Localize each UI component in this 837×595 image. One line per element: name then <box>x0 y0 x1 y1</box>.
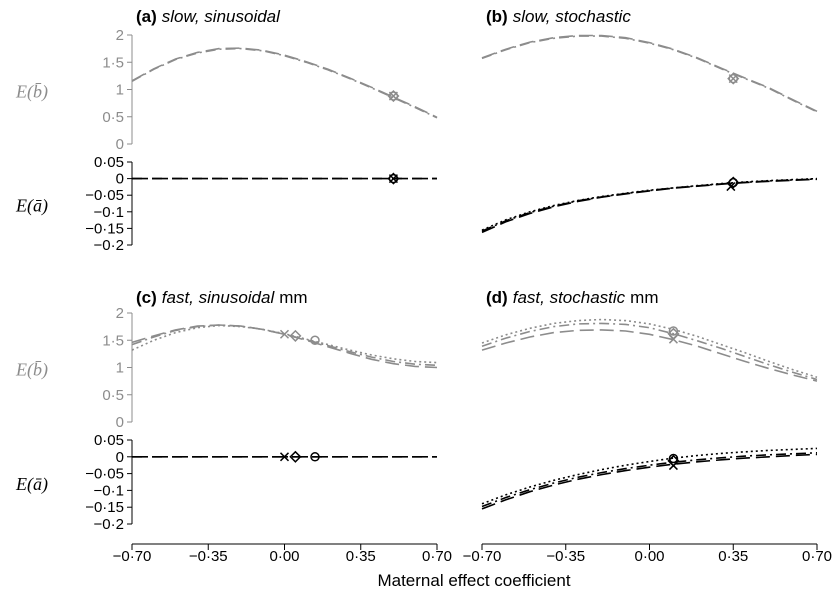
series-line-dashed <box>481 178 818 234</box>
series-line-dashdot <box>131 324 438 367</box>
x-tick-label: −0·35 <box>546 548 585 565</box>
series-line-dotted <box>131 324 438 364</box>
y-tick-label: −0·05 <box>85 187 124 204</box>
panel-title-suffix: mm <box>630 288 658 307</box>
panel-title: (a) slow, sinusoidal <box>136 7 281 26</box>
panel-title-text: fast, stochastic <box>513 288 626 307</box>
panel-1-top-plot <box>481 34 818 113</box>
marker-diamond <box>727 176 740 189</box>
x-tick-label: 0·00 <box>269 548 299 565</box>
x-tick-label: 0·35 <box>346 548 376 565</box>
marker-cross <box>668 461 678 471</box>
y-tick-label: 2 <box>116 27 124 44</box>
panel-1-bottom-plot <box>481 176 818 234</box>
panel-title: (b) slow, stochastic <box>486 7 631 26</box>
x-tick-label: 0·35 <box>718 548 748 565</box>
marker-cross <box>726 182 736 192</box>
y-tick-label: 0·05 <box>94 432 124 449</box>
marker-diamond <box>289 329 302 342</box>
series-line-dashdot <box>481 452 818 508</box>
y-tick-label: −0·05 <box>85 466 124 483</box>
y-axis-label: E(ā) <box>15 196 48 217</box>
panel-3-bottom-plot <box>481 447 818 510</box>
y-tick-label: −0·1 <box>94 482 124 499</box>
series-line-dashdot <box>481 178 818 232</box>
y-tick-label: −0·15 <box>85 220 124 237</box>
panel-label: (a) <box>136 7 157 26</box>
series-line-dashed <box>131 47 438 119</box>
series-line-dotted <box>481 318 818 379</box>
series-line-dashed <box>131 324 438 369</box>
y-axis-label: E(b̄) <box>15 82 48 103</box>
x-axis-label: Maternal effect coefficient <box>377 571 570 590</box>
marker-circle <box>310 335 320 345</box>
marker-cross <box>728 74 738 84</box>
marker-cross <box>388 91 398 101</box>
marker-cross <box>279 329 290 339</box>
y-tick-label: 1·5 <box>102 54 124 71</box>
y-tick-label: 0 <box>116 136 124 153</box>
series-line-dashed <box>481 34 818 113</box>
panel-2: (c) fast, sinusoidal mm −0·70 −0·35 0·00 0·35 0… <box>113 288 452 565</box>
x-tick-label: 0·70 <box>422 548 452 565</box>
marker-cross <box>279 452 290 462</box>
panel-3-top-plot <box>481 318 818 382</box>
marker-diamond <box>387 89 400 103</box>
y-tick-label: 1 <box>116 360 124 377</box>
series-line-dashdot <box>481 322 818 381</box>
panel-label: (c) <box>136 288 157 307</box>
y-axis-label: E(ā) <box>15 474 48 495</box>
y-tick-label: −0·1 <box>94 204 124 221</box>
series-line-dotted <box>481 177 818 231</box>
y-tick-label: 0·05 <box>94 154 124 171</box>
series-line-dotted <box>481 447 818 505</box>
x-tick-label: −0·35 <box>189 548 228 565</box>
panel-title-text: fast, sinusoidal <box>162 288 276 307</box>
panel-title: (c) fast, sinusoidal mm <box>136 288 308 307</box>
panel-2-top-plot: 0 0·5 1 1·5 2 E(b̄) <box>15 305 438 431</box>
panel-title: (d) fast, stochastic mm <box>486 288 658 307</box>
y-tick-label: 0 <box>116 414 124 431</box>
panel-title-suffix: mm <box>279 288 307 307</box>
series-line-dashed <box>481 453 818 510</box>
marker-circle <box>310 452 320 462</box>
marker-diamond <box>727 72 740 85</box>
x-tick-label: −0·70 <box>463 548 502 565</box>
marker-cross <box>668 334 678 344</box>
x-tick-label: 0·00 <box>634 548 664 565</box>
panel-2-bottom-plot: 0·050−0·05−0·1−0·15−0·2 E(ā) <box>15 432 437 533</box>
y-axis-label: E(b̄) <box>15 360 48 381</box>
series-line-dashdot <box>481 35 818 113</box>
y-tick-label: 0 <box>116 171 124 188</box>
y-tick-label: 1 <box>116 82 124 99</box>
y-tick-label: −0·2 <box>94 237 124 254</box>
x-tick-label: 0·70 <box>802 548 832 565</box>
y-tick-label: 0·5 <box>102 109 124 126</box>
panel-title-text: slow, stochastic <box>513 7 632 26</box>
panel-label: (b) <box>486 7 508 26</box>
series-line-dashed <box>481 329 818 382</box>
y-tick-label: 1·5 <box>102 332 124 349</box>
panel-0-top-plot: 0 0·5 1 1·5 2 E(b̄) <box>15 27 438 153</box>
panel-1: (b) slow, stochastic <box>486 7 631 26</box>
panel-0: (a) slow, sinusoidal <box>136 7 281 26</box>
marker-diamond <box>289 450 302 463</box>
marker-cross <box>388 174 398 184</box>
panel-3: (d) fast, stochastic mm −0·70 −0·35 0·00 0·35 0… <box>463 288 832 565</box>
y-tick-label: −0·2 <box>94 516 124 533</box>
marker-circle <box>668 453 679 464</box>
y-tick-label: −0·15 <box>85 499 124 516</box>
panel-title-text: slow, sinusoidal <box>162 7 281 26</box>
marker-circle <box>668 326 679 336</box>
y-tick-label: 0·5 <box>102 387 124 404</box>
panel-label: (d) <box>486 288 508 307</box>
x-tick-label: −0·70 <box>113 548 152 565</box>
panel-0-bottom-plot: 0·050−0·05−0·1−0·15−0·2 E(ā) <box>15 154 437 254</box>
marker-diamond <box>387 172 400 185</box>
y-tick-label: 2 <box>116 305 124 322</box>
y-tick-label: 0 <box>116 449 124 466</box>
